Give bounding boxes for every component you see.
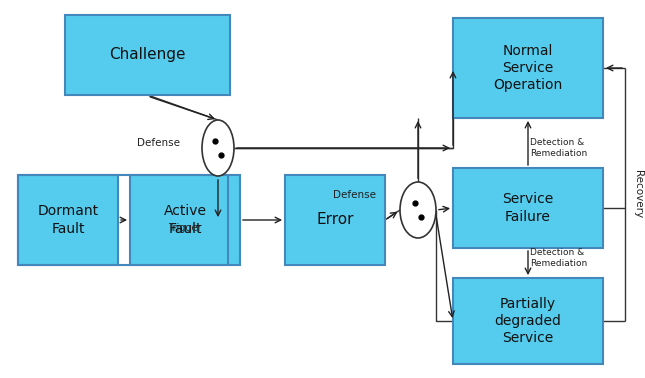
Text: Service
Failure: Service Failure [502,192,553,224]
Text: Challenge: Challenge [109,48,186,62]
Text: Partially
degraded
Service: Partially degraded Service [495,297,561,345]
Text: Recovery: Recovery [633,170,643,218]
Text: Defense: Defense [137,138,180,148]
FancyBboxPatch shape [453,18,603,118]
Text: Detection &
Remediation: Detection & Remediation [530,138,587,158]
Text: Trigger: Trigger [168,223,202,233]
Ellipse shape [400,182,436,238]
FancyBboxPatch shape [65,15,230,95]
Text: Defense: Defense [333,190,376,200]
Text: Error: Error [316,212,353,228]
Text: Dormant
Fault: Dormant Fault [37,204,99,235]
Text: Detection &
Remediation: Detection & Remediation [530,248,587,268]
FancyBboxPatch shape [453,168,603,248]
FancyBboxPatch shape [453,278,603,364]
Text: Active
Fault: Active Fault [163,204,206,235]
Ellipse shape [202,120,234,176]
Text: Normal
Service
Operation: Normal Service Operation [493,44,562,92]
FancyBboxPatch shape [130,175,240,265]
FancyBboxPatch shape [18,175,118,265]
FancyBboxPatch shape [285,175,385,265]
